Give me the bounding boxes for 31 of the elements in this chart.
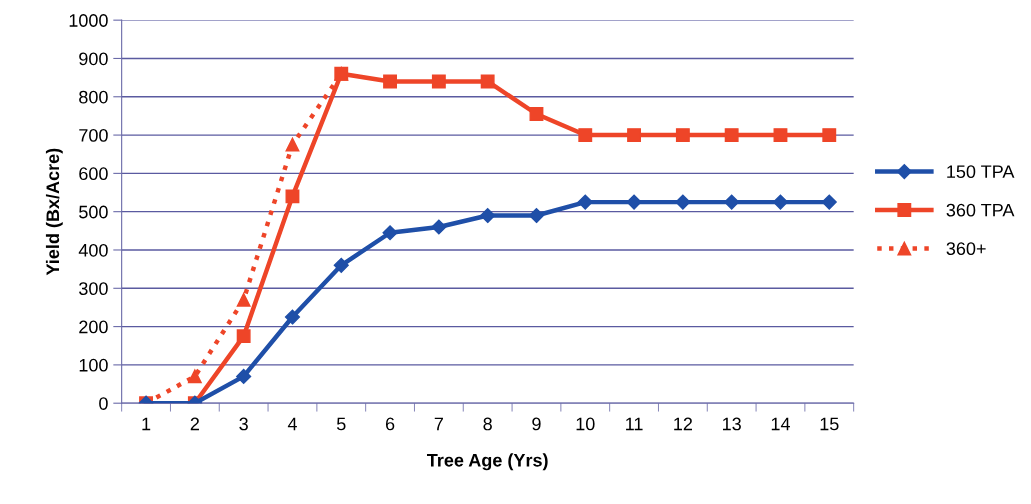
y-tick-label: 1000 [69, 14, 108, 27]
y-tick-label: 700 [79, 129, 108, 142]
x-tick-label: 12 [674, 417, 692, 431]
x-tick-label: 13 [723, 417, 741, 431]
x-tick-label: 7 [434, 417, 443, 431]
x-tick-label: 10 [576, 417, 595, 431]
y-tick-label: 0 [99, 397, 108, 410]
y-tick-label: 800 [79, 90, 108, 104]
x-axis-title: Tree Age (Yrs) [426, 453, 548, 471]
x-tick-label: 14 [771, 417, 790, 431]
legend-label: 360 TPA [946, 203, 1015, 217]
x-tick-label: 11 [626, 417, 643, 431]
y-tick-label: 900 [79, 52, 108, 66]
x-tick-label: 8 [483, 417, 492, 431]
x-tick-label: 5 [336, 417, 346, 431]
x-tick-label: 9 [532, 417, 541, 431]
x-tick-label: 2 [190, 417, 199, 431]
x-tick-label: 15 [820, 417, 839, 431]
y-tick-label: 400 [78, 243, 108, 257]
y-tick-label: 500 [79, 205, 108, 219]
y-axis-title: Yield (Bx/Acre) [45, 148, 63, 276]
legend-label: 150 TPA [947, 165, 1015, 179]
x-tick-label: 6 [385, 417, 395, 431]
legend-label: 360+ [946, 242, 986, 256]
y-tick-label: 300 [79, 282, 108, 296]
y-tick-label: 200 [79, 320, 108, 334]
x-tick-label: 3 [239, 417, 248, 431]
y-tick-label: 100 [79, 358, 108, 372]
x-tick-label: 4 [287, 417, 297, 431]
y-tick-label: 600 [79, 167, 108, 181]
x-tick-label: 1 [142, 417, 151, 431]
